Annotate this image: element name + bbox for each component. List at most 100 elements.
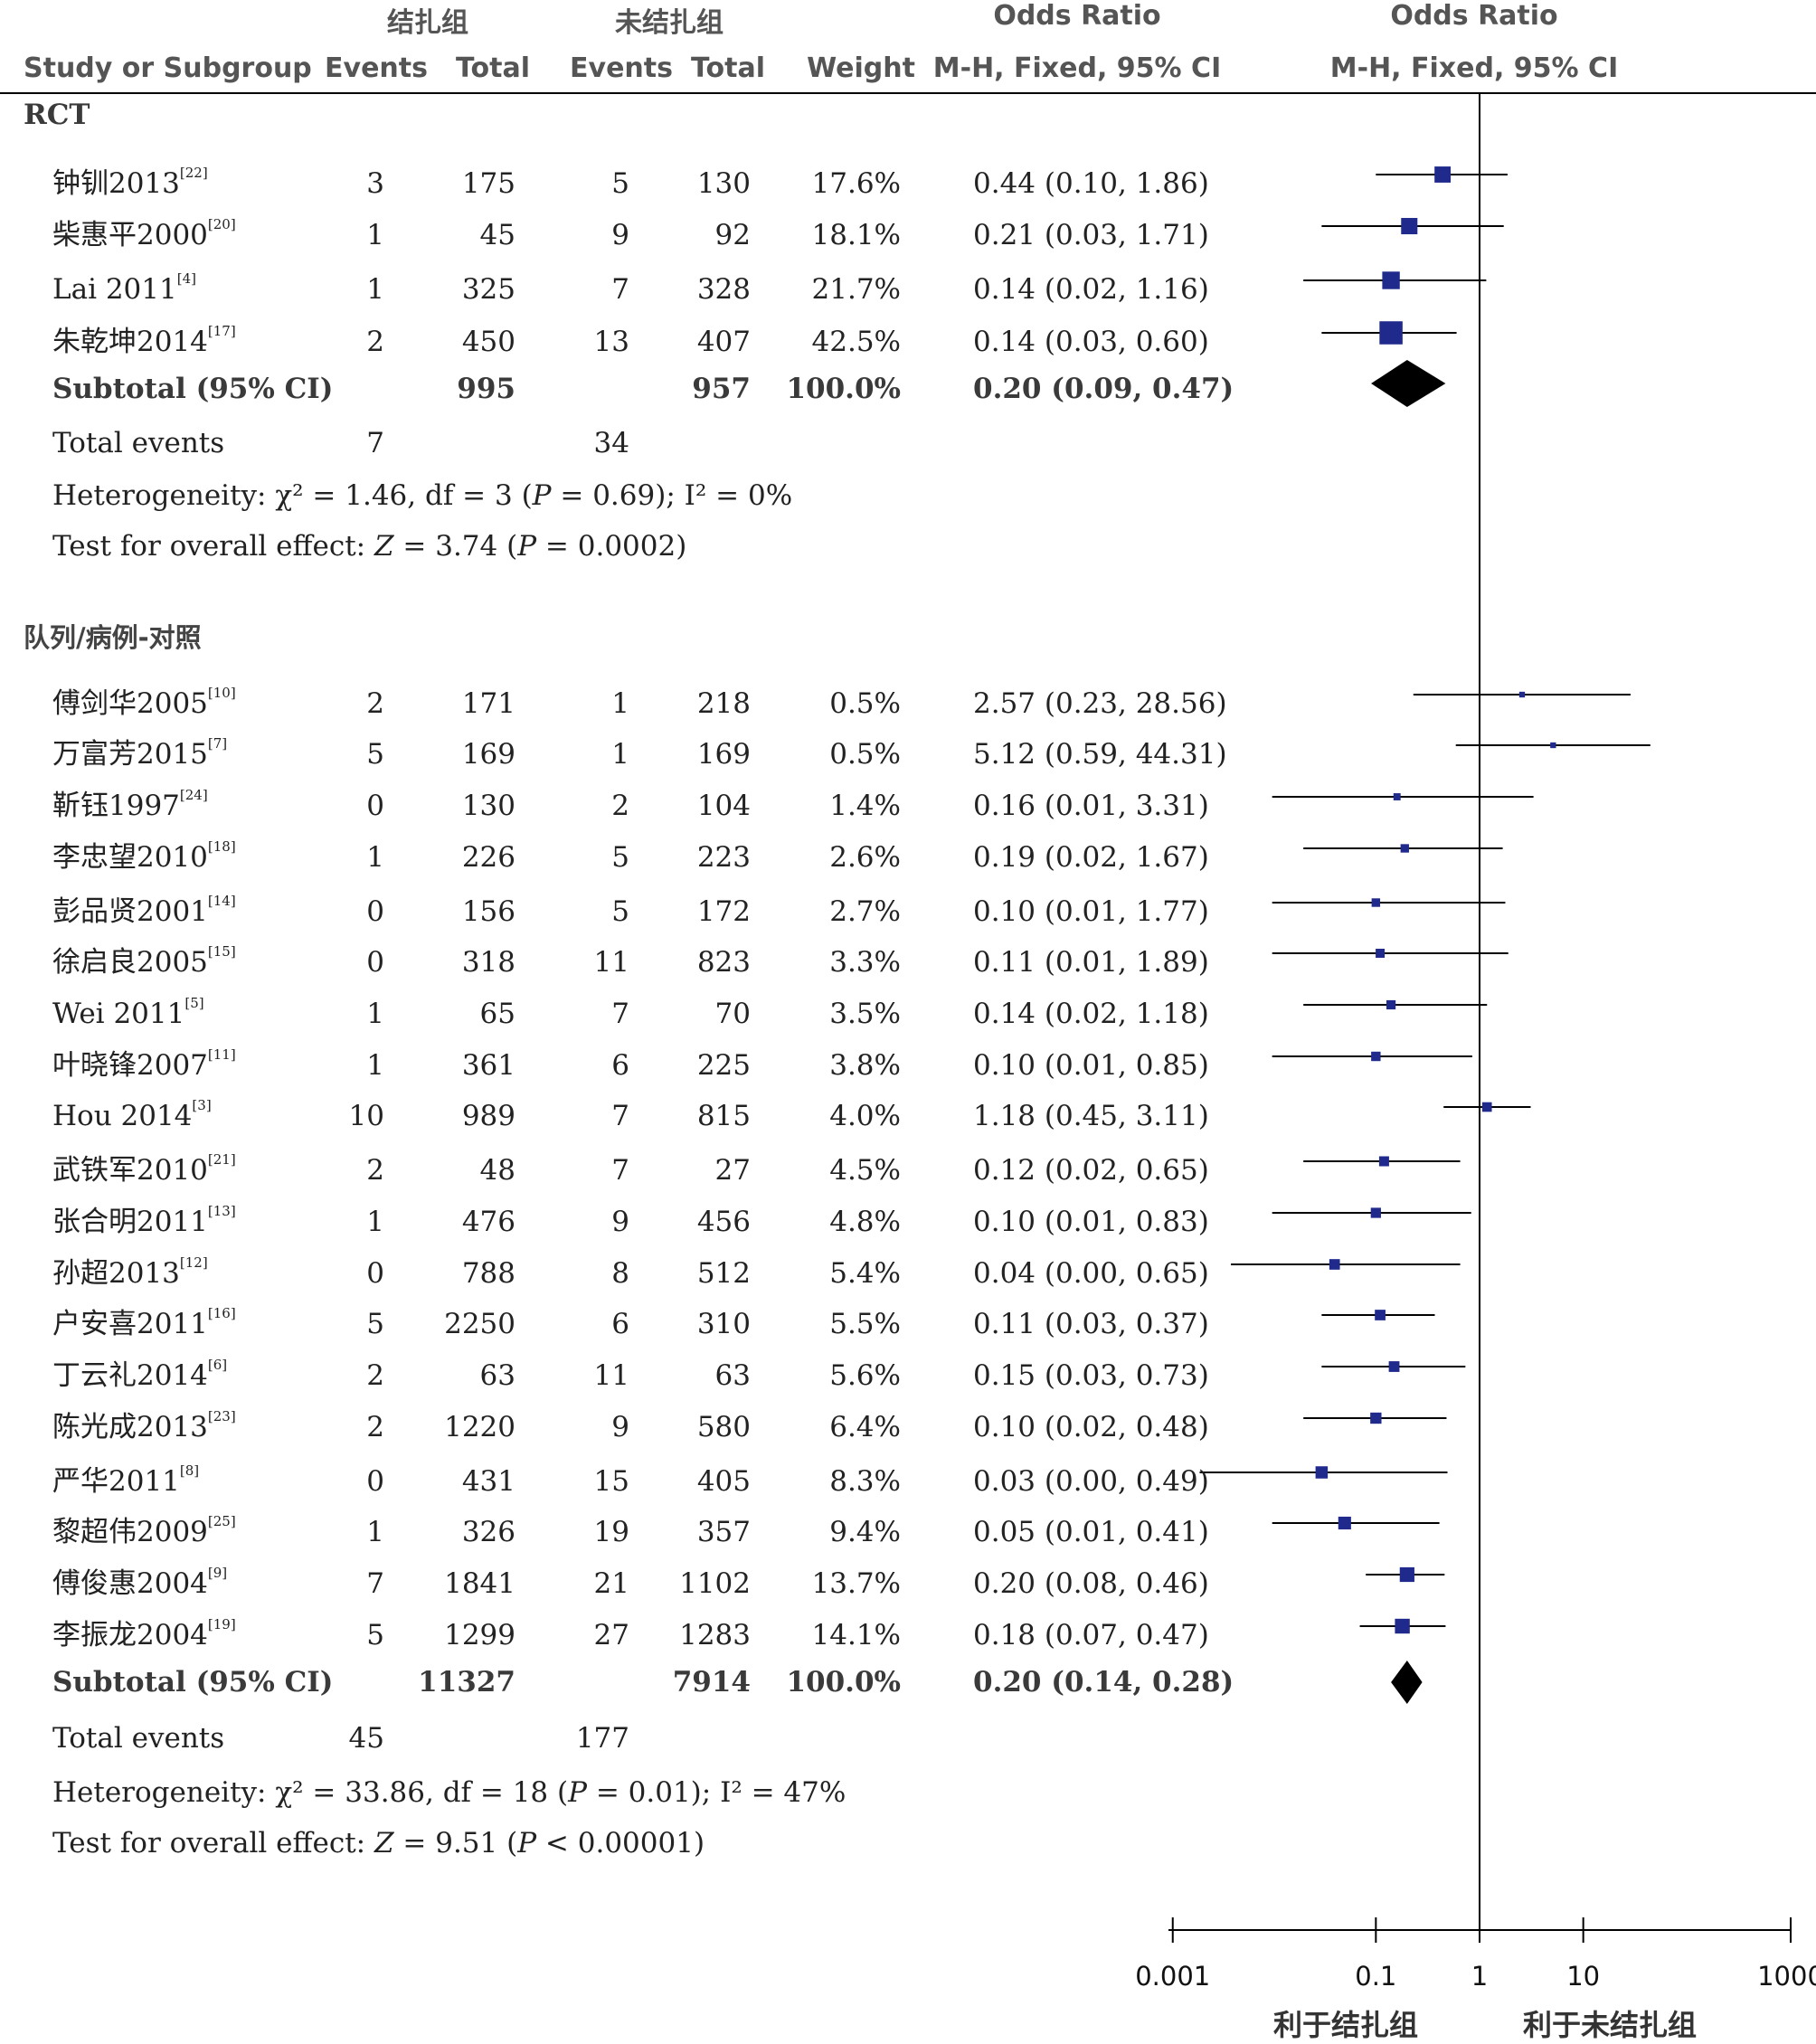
heterogeneity-p-value: = 0.01); — [586, 1776, 721, 1809]
total-ligated: 989 — [461, 1100, 515, 1132]
heterogeneity-chi: χ² = 1.46, df = 3 ( — [275, 479, 533, 512]
total-nonligated: 218 — [696, 687, 751, 720]
heterogeneity-prefix: Heterogeneity: — [52, 479, 276, 512]
study-weight: 0.5% — [829, 687, 901, 720]
overall-z-value: = 9.51 ( — [393, 1827, 518, 1859]
overall-effect-text: Test for overall effect: Z = 3.74 (P = 0… — [52, 533, 686, 561]
study-name: 徐启良2005[15] — [52, 945, 236, 977]
events-nonligated: 6 — [611, 1049, 629, 1082]
events-ligated: 2 — [366, 687, 384, 720]
total-ligated: 1299 — [444, 1619, 515, 1651]
study-odds-ratio-ci: 0.18 (0.07, 0.47) — [973, 1619, 1209, 1651]
study-odds-ratio-ci: 0.10 (0.01, 0.85) — [973, 1049, 1209, 1082]
study-reference: [6] — [207, 1357, 228, 1373]
study-reference: [21] — [207, 1151, 236, 1168]
subtotal-diamond — [1391, 1661, 1423, 1704]
heterogeneity-p-value: = 0.69); — [551, 479, 685, 512]
study-odds-ratio-ci: 0.11 (0.03, 0.37) — [973, 1308, 1209, 1340]
total-nonligated: 225 — [696, 1049, 751, 1082]
total-ligated: 325 — [461, 273, 515, 306]
study-label: 钟钏2013 — [52, 167, 180, 200]
study-odds-ratio-ci: 0.05 (0.01, 0.41) — [973, 1516, 1209, 1548]
study-name: Hou 2014[3] — [52, 1099, 212, 1131]
total-ligated: 156 — [461, 895, 515, 928]
overall-p: P — [517, 1827, 537, 1859]
events-ligated: 1 — [366, 1516, 384, 1548]
study-odds-ratio-ci: 1.18 (0.45, 3.11) — [973, 1100, 1209, 1132]
study-reference: [11] — [207, 1046, 236, 1063]
study-weight: 21.7% — [811, 273, 901, 306]
total-nonligated: 1102 — [679, 1567, 751, 1600]
events-nonligated: 27 — [593, 1619, 629, 1651]
study-weight: 17.6% — [811, 167, 901, 200]
effect-square — [1393, 793, 1401, 800]
overall-z-value: = 3.74 ( — [393, 530, 518, 563]
effect-square — [1371, 1051, 1381, 1062]
study-reference: [9] — [207, 1565, 228, 1581]
events-nonligated: 2 — [611, 790, 629, 822]
overall-prefix: Test for overall effect: — [52, 530, 374, 563]
study-reference: [8] — [179, 1462, 200, 1479]
study-reference: [12] — [179, 1254, 208, 1271]
study-weight: 3.3% — [829, 946, 901, 979]
study-reference: [22] — [179, 165, 208, 181]
events-nonligated: 8 — [611, 1257, 629, 1290]
total-ligated: 450 — [461, 326, 515, 358]
total-nonligated: 63 — [714, 1359, 751, 1392]
total-events-ligated: 45 — [348, 1722, 384, 1755]
study-reference: [4] — [176, 270, 196, 287]
study-weight: 6.4% — [829, 1411, 901, 1443]
study-weight: 5.4% — [829, 1257, 901, 1290]
study-reference: [7] — [207, 735, 228, 752]
study-label: 彭品贤2001 — [52, 895, 208, 928]
header-total-2: Total — [691, 52, 765, 84]
study-label: 李振龙2004 — [52, 1619, 208, 1651]
subtotal-weight: 100.0% — [786, 373, 901, 405]
study-weight: 8.3% — [829, 1465, 901, 1498]
study-odds-ratio-ci: 0.14 (0.02, 1.18) — [973, 998, 1209, 1030]
events-ligated: 7 — [366, 1567, 384, 1600]
study-odds-ratio-ci: 0.14 (0.03, 0.60) — [973, 326, 1209, 358]
heterogeneity-text: Heterogeneity: χ² = 33.86, df = 18 (P = … — [52, 1779, 846, 1807]
study-name: 武铁军2010[21] — [52, 1153, 236, 1185]
effect-square — [1315, 1466, 1329, 1479]
effect-square — [1379, 321, 1403, 345]
study-label: 万富芳2015 — [52, 738, 208, 771]
study-label: 张合明2011 — [52, 1206, 208, 1238]
study-weight: 5.5% — [829, 1308, 901, 1340]
total-events-nonligated: 177 — [575, 1722, 629, 1755]
heterogeneity-p: P — [532, 479, 552, 512]
events-nonligated: 15 — [593, 1465, 629, 1498]
overall-effect-text: Test for overall effect: Z = 9.51 (P < 0… — [52, 1830, 705, 1858]
subtotal-odds-ratio-ci: 0.20 (0.09, 0.47) — [973, 373, 1234, 405]
study-label: 孙超2013 — [52, 1257, 180, 1290]
total-nonligated: 823 — [696, 946, 751, 979]
study-label: Lai 2011 — [52, 273, 177, 306]
total-events-label: Total events — [52, 1722, 225, 1755]
effect-square — [1400, 844, 1409, 853]
study-odds-ratio-ci: 0.10 (0.02, 0.48) — [973, 1411, 1209, 1443]
effect-square — [1518, 691, 1526, 698]
study-odds-ratio-ci: 5.12 (0.59, 44.31) — [973, 738, 1227, 771]
total-ligated: 318 — [461, 946, 515, 979]
total-nonligated: 456 — [696, 1206, 751, 1238]
x-axis-tick-label: 0.1 — [1355, 1961, 1397, 1992]
study-odds-ratio-ci: 0.21 (0.03, 1.71) — [973, 219, 1209, 251]
study-odds-ratio-ci: 0.19 (0.02, 1.67) — [973, 841, 1209, 874]
total-ligated: 1220 — [444, 1411, 515, 1443]
study-name: 朱乾坤2014[17] — [52, 325, 236, 356]
study-weight: 14.1% — [811, 1619, 901, 1651]
study-weight: 0.5% — [829, 738, 901, 771]
subtotal-weight: 100.0% — [786, 1666, 901, 1699]
study-weight: 2.6% — [829, 841, 901, 874]
total-nonligated: 815 — [696, 1100, 751, 1132]
study-label: 靳钰1997 — [52, 790, 180, 822]
total-ligated: 65 — [479, 998, 515, 1030]
study-name: 孙超2013[12] — [52, 1256, 208, 1290]
study-name: 李忠望2010[18] — [52, 840, 236, 872]
effect-square — [1434, 166, 1452, 183]
total-ligated: 171 — [461, 687, 515, 720]
total-ligated: 788 — [461, 1257, 515, 1290]
events-nonligated: 7 — [611, 273, 629, 306]
